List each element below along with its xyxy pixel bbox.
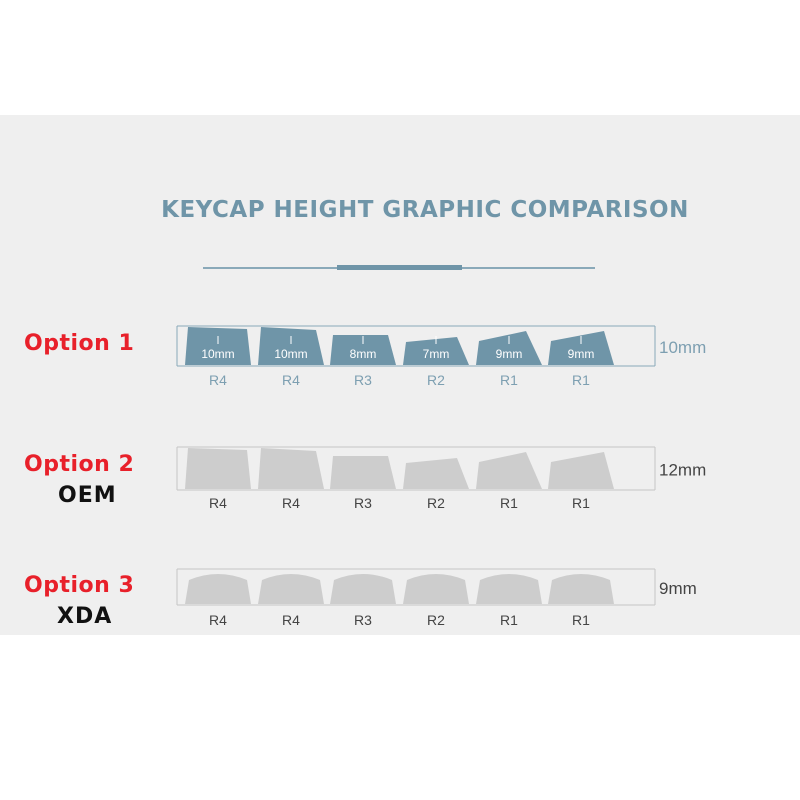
option-1-label: Option 1 (24, 331, 135, 356)
row-label: R2 (427, 372, 445, 388)
height-label: 9mm (659, 579, 697, 598)
row-label: R4 (282, 495, 300, 511)
keycap-r1-shape (548, 574, 614, 604)
row-label: R4 (282, 372, 300, 388)
keycap-r2-shape (403, 337, 469, 365)
keycap-inner-height-label: 9mm (568, 347, 595, 361)
row-label: R2 (427, 495, 445, 511)
row-label: R4 (209, 495, 227, 511)
keycap-r4-shape (185, 448, 251, 489)
option-3-label: Option 3 (24, 573, 135, 598)
keycap-r3-shape (330, 456, 396, 489)
keycap-inner-height-label: 10mm (201, 347, 234, 361)
row-label: R3 (354, 612, 372, 628)
page-title: KEYCAP HEIGHT GRAPHIC COMPARISON (161, 197, 689, 223)
row-label: R4 (209, 372, 227, 388)
keycap-r4-shape (258, 448, 324, 489)
row-label: R1 (572, 372, 590, 388)
title-divider-accent (337, 265, 462, 270)
row-label: R1 (500, 372, 518, 388)
row-label: R4 (282, 612, 300, 628)
keycap-r3-shape (330, 574, 396, 604)
keycap-r4-shape (258, 574, 324, 604)
option-3-profile-name: XDA (57, 604, 113, 629)
height-label: 12mm (659, 461, 706, 480)
row-label: R3 (354, 372, 372, 388)
keycap-r1-shape (548, 452, 614, 489)
background-panel (0, 115, 800, 635)
keycap-r4-shape (185, 327, 251, 365)
keycap-inner-height-label: 8mm (350, 347, 377, 361)
keycap-r4-shape (258, 327, 324, 365)
keycap-r1-shape (476, 331, 542, 365)
keycap-r2-shape (403, 458, 469, 489)
row-label: R1 (572, 495, 590, 511)
row-label: R4 (209, 612, 227, 628)
keycap-r3-shape (330, 335, 396, 365)
row-label: R1 (500, 612, 518, 628)
option-2-profile-name: OEM (58, 483, 117, 508)
row-label: R1 (572, 612, 590, 628)
keycap-r2-shape (403, 574, 469, 604)
keycap-r1-shape (548, 331, 614, 365)
keycap-r1-shape (476, 452, 542, 489)
option-2-label: Option 2 (24, 452, 135, 477)
height-label: 10mm (659, 338, 706, 357)
keycap-r4-shape (185, 574, 251, 604)
row-label: R1 (500, 495, 518, 511)
keycap-inner-height-label: 9mm (496, 347, 523, 361)
keycap-inner-height-label: 7mm (423, 347, 450, 361)
row-label: R2 (427, 612, 445, 628)
keycap-r1-shape (476, 574, 542, 604)
keycap-inner-height-label: 10mm (274, 347, 307, 361)
row-label: R3 (354, 495, 372, 511)
